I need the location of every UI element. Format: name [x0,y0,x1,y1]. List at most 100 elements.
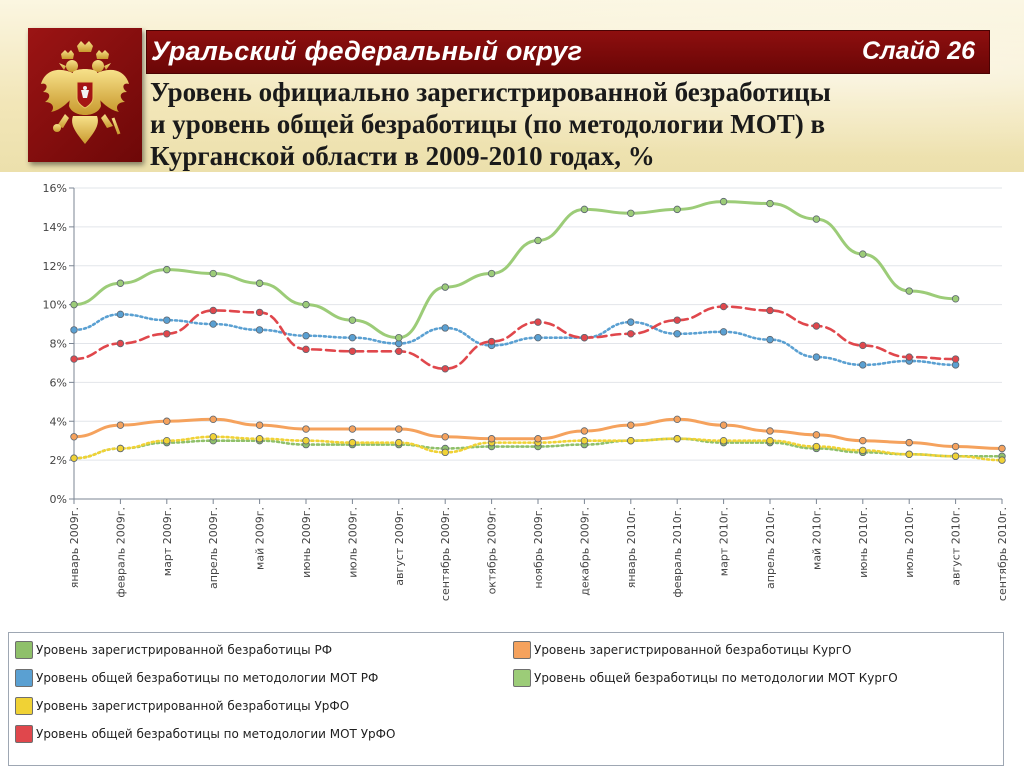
legend-item-6: Уровень общей безработицы по методологии… [513,668,898,688]
chart-legend: Уровень зарегистрированной безработицы Р… [8,632,1004,766]
data-point [766,306,774,315]
data-point [766,335,774,344]
data-point [812,353,821,361]
data-point [998,444,1006,453]
x-tick-label: март 2009г. [161,507,174,576]
data-point [209,269,217,278]
x-tick-label: февраль 2010г. [671,507,684,598]
heading-line-1: Уровень официально зарегистрированной бе… [150,77,831,107]
data-point [395,438,403,447]
data-point [627,436,635,445]
data-point [348,347,357,355]
data-point [719,328,728,336]
data-point [441,283,449,291]
emblem-panel [28,28,142,162]
data-point [116,339,125,348]
data-point [116,310,125,319]
x-tick-label: июль 2009г. [346,507,359,578]
data-point [209,433,217,441]
data-point [627,330,635,338]
data-point [719,436,728,445]
data-point [673,435,681,443]
data-point [395,347,403,355]
data-point [255,421,264,429]
data-point [255,308,264,317]
data-point [859,341,867,350]
data-point [70,300,78,309]
data-point [673,330,681,338]
data-point [348,333,357,342]
legend-item-2: Уровень общей безработицы по методологии… [15,668,378,688]
data-point [673,205,681,214]
data-point [580,436,589,445]
data-point [163,417,171,425]
data-point [905,450,913,458]
legend-swatch [513,669,531,687]
heading-line-3: Курганской области в 2009-2010 годах, % [150,141,655,171]
legend-swatch [513,641,531,659]
data-point [302,300,310,309]
data-point [673,415,681,424]
legend-label: Уровень зарегистрированной безработицы К… [534,643,852,657]
data-point [627,209,635,217]
x-tick-label: март 2010г. [718,507,731,576]
data-point [951,442,960,451]
data-point [302,332,310,340]
legend-swatch [15,697,33,715]
data-point [209,415,217,424]
legend-label: Уровень общей безработицы по методологии… [36,671,379,685]
slide-number: Слайд 26 [862,37,975,65]
data-point [441,433,449,441]
data-point [255,326,264,334]
slide-heading: Уровень официально зарегистрированной бе… [150,76,1020,172]
legend-item-5: Уровень зарегистрированной безработицы К… [513,640,851,660]
data-point [441,365,449,373]
data-point [812,215,821,223]
data-point [163,436,171,445]
data-point [348,425,357,433]
data-point [859,446,867,455]
data-point [719,421,728,429]
data-point [348,438,357,447]
legend-item-1: Уровень зарегистрированной безработицы Р… [15,640,332,660]
data-point [905,353,913,361]
series-line-6 [72,200,958,340]
y-tick-label: 2% [50,454,67,467]
data-point [859,436,867,445]
title-banner: Уральский федеральный округ Слайд 26 [146,30,990,74]
data-point [441,448,449,457]
data-point [302,345,310,354]
x-tick-label: январь 2009г. [68,507,81,588]
data-point [766,427,774,435]
data-point [673,316,681,324]
data-point [951,295,960,303]
header-background [0,0,1024,172]
data-point [766,199,774,208]
data-point [580,205,589,214]
data-point [255,435,264,443]
x-tick-label: сентябрь 2010г. [996,507,1009,601]
x-tick-label: август 2010г. [950,507,963,586]
data-point [302,436,310,445]
x-tick-label: август 2009г. [393,507,406,586]
data-point [627,421,635,429]
data-point [116,421,125,429]
data-point [812,431,821,439]
data-point [487,269,496,278]
data-point [163,265,171,274]
y-tick-label: 8% [50,338,67,351]
y-tick-label: 0% [50,493,67,506]
series-line-4 [72,305,957,371]
series-line-2 [72,313,957,367]
banner-title: Уральский федеральный округ [151,36,583,66]
data-point [534,318,542,326]
data-point [487,337,496,346]
x-tick-label: октябрь 2009г. [486,507,499,594]
x-tick-label: май 2010г. [810,507,823,570]
data-point [395,425,403,433]
data-point [487,435,496,443]
data-point [719,302,728,311]
x-tick-label: ноябрь 2009г. [532,507,545,589]
legend-label: Уровень зарегистрированной безработицы Р… [36,643,333,657]
data-point [859,250,867,258]
